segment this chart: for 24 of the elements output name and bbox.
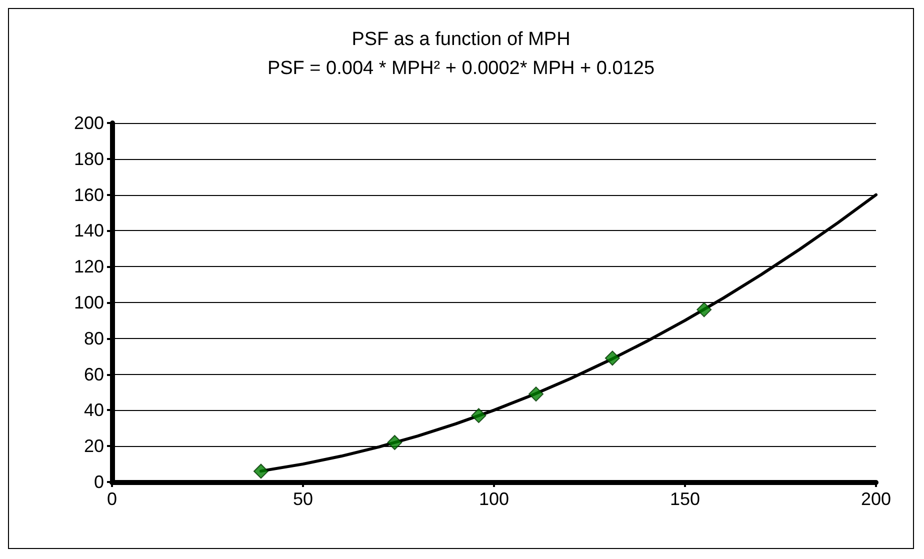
point: [253, 464, 268, 479]
y-tick-label: 200: [74, 113, 104, 133]
chart-title: PSF as a function of MPH: [352, 29, 570, 50]
x-tick-label: 100: [478, 489, 510, 509]
point: [387, 435, 402, 450]
y-tick-label: 80: [84, 328, 104, 348]
y-tick-label: 40: [84, 400, 104, 420]
y-tick-label: 180: [74, 148, 104, 169]
x-tick-label: 0: [106, 489, 118, 509]
x-tick-label: 200: [860, 489, 892, 509]
point: [604, 350, 620, 366]
x-tick-label: 150: [670, 489, 700, 509]
y-tick-label: 20: [84, 436, 104, 456]
chart-subtitle: PSF = 0.004 * MPH² + 0.0002* MPH + 0.0125: [267, 58, 655, 79]
y-tick-label: 100: [74, 292, 104, 312]
y-tick-label: 140: [74, 220, 104, 241]
y-tick-label: 160: [74, 184, 104, 205]
x-tick-label: 50: [292, 489, 314, 509]
y-tick-label: 120: [74, 256, 104, 277]
y-tick-label: 0: [94, 472, 104, 492]
y-tick-label: 60: [84, 364, 104, 384]
point: [471, 408, 486, 424]
point: [528, 386, 544, 402]
point: [696, 302, 712, 318]
